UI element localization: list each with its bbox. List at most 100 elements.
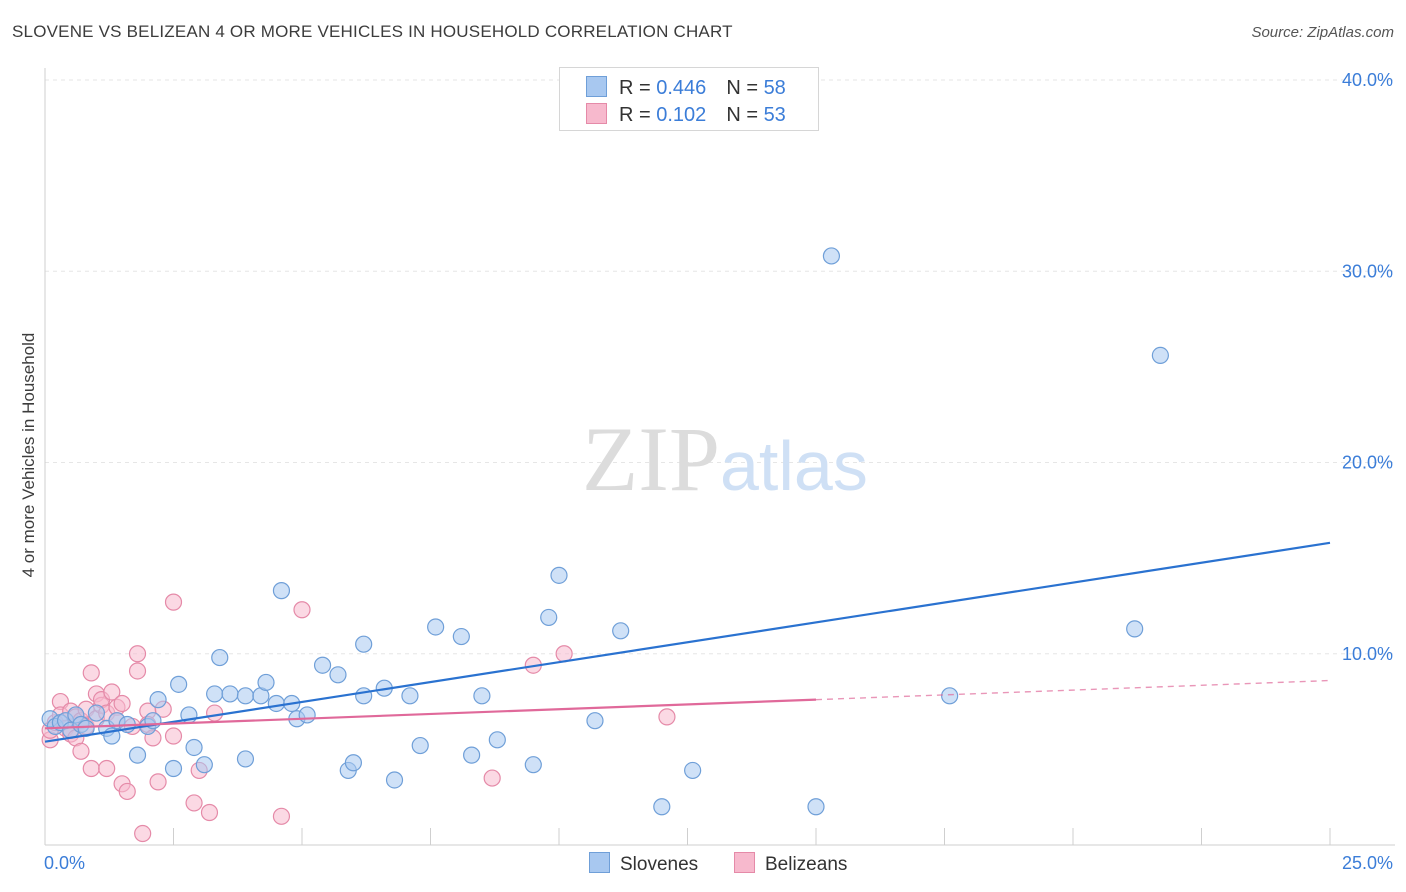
belizeans-label: Belizeans	[765, 854, 848, 875]
slovenes-swatch	[589, 852, 610, 873]
slovenes-point	[355, 687, 373, 705]
slovenes-point	[170, 675, 188, 693]
belizeans-point	[113, 694, 131, 713]
slovenes-point	[236, 750, 255, 768]
belizeans-point	[293, 601, 311, 619]
legend-row-belizeans: R = 0.102 N = 53	[586, 103, 786, 126]
belizeans-points	[41, 593, 676, 843]
belizeans-point	[164, 593, 183, 611]
slovenes-point	[149, 691, 167, 709]
y-axis-label: 4 or more Vehicles in Household	[19, 333, 38, 578]
slovenes-point	[653, 798, 671, 816]
watermark-atlas: atlas	[720, 427, 868, 505]
legend-n-value: 58	[763, 77, 786, 99]
slovenes-point	[87, 704, 106, 722]
belizeans-point	[483, 769, 501, 787]
slovenes-point	[452, 627, 470, 646]
slovenes-point	[1151, 346, 1169, 364]
slovenes-point	[401, 687, 419, 705]
belizeans-point	[185, 794, 203, 812]
slovenes-point	[272, 582, 291, 600]
slovenes-point	[586, 712, 604, 730]
slovenes-point	[221, 685, 239, 703]
legend-r-value: 0.102	[656, 104, 707, 126]
belizeans-point	[200, 803, 219, 822]
slovenes-point	[411, 736, 429, 755]
slovenes-point	[267, 694, 285, 713]
slovenes-point	[612, 622, 630, 640]
belizeans-point	[128, 645, 147, 663]
legend-r-label: R =	[619, 104, 657, 126]
chart-title: SLOVENE VS BELIZEAN 4 OR MORE VEHICLES I…	[12, 22, 733, 41]
slovenes-point	[329, 666, 347, 684]
belizeans-point	[149, 773, 167, 791]
y-tick-label: 40.0%	[1342, 70, 1393, 90]
x-tick-label: 0.0%	[44, 853, 85, 873]
slovenes-point	[427, 618, 445, 636]
slovenes-point	[164, 759, 183, 778]
slovenes-trend-line	[44, 541, 1331, 743]
slovenes-point	[463, 746, 481, 764]
y-tick-label: 30.0%	[1342, 261, 1393, 281]
slovenes-swatch	[586, 76, 607, 97]
slovenes-point	[128, 746, 147, 764]
y-tick-label: 10.0%	[1342, 644, 1393, 664]
slovenes-point	[684, 761, 702, 780]
bottom-legend-belizeans: Belizeans	[734, 852, 847, 876]
legend-n-label: N =	[726, 104, 764, 126]
belizeans-point	[206, 704, 224, 722]
correlation-legend: R = 0.446 N = 58 R = 0.102 N = 53	[559, 67, 819, 131]
belizeans-point	[118, 782, 136, 801]
legend-n-label: N =	[726, 77, 764, 99]
slovenes-point	[211, 648, 229, 667]
trend-lines	[44, 541, 1331, 743]
y-tick-label: 20.0%	[1342, 453, 1393, 473]
belizeans-point	[82, 664, 100, 682]
slovenes-point	[540, 608, 558, 627]
slovenes-points	[41, 247, 1169, 816]
slovenes-point	[807, 798, 825, 816]
belizeans-point	[98, 759, 116, 778]
slovenes-point	[344, 754, 362, 772]
belizeans-point	[164, 727, 183, 745]
slovenes-point	[195, 756, 213, 774]
legend-n-value: 53	[763, 104, 786, 126]
slovenes-point	[298, 706, 316, 724]
belizeans-swatch	[734, 852, 755, 873]
slovenes-label: Slovenes	[620, 854, 699, 875]
belizeans-point	[72, 742, 90, 760]
belizeans-point	[128, 662, 147, 680]
grid-lines	[45, 79, 1395, 655]
legend-row-slovenes: R = 0.446 N = 58	[586, 76, 786, 99]
slovenes-point	[524, 756, 542, 774]
slovenes-point	[822, 247, 841, 265]
x-tick-label: 25.0%	[1342, 853, 1393, 873]
watermark-zip: ZIP	[582, 408, 720, 510]
slovenes-point	[550, 566, 568, 584]
legend-r-label: R =	[619, 77, 657, 99]
belizeans-point	[272, 807, 291, 825]
slovenes-point	[313, 656, 332, 674]
slovenes-point	[473, 687, 491, 705]
belizeans-point	[103, 683, 121, 701]
legend-r-value: 0.446	[656, 77, 707, 99]
slovenes-point	[1126, 620, 1144, 638]
belizeans-trend-extension	[815, 679, 1331, 701]
belizeans-swatch	[586, 103, 607, 124]
belizeans-point	[134, 824, 152, 843]
bottom-legend-slovenes: Slovenes	[589, 852, 698, 876]
tick-labels: 10.0% 20.0% 30.0% 40.0% 0.0% 25.0%	[44, 70, 1393, 873]
slovenes-point	[488, 731, 506, 749]
slovenes-point	[185, 738, 203, 757]
slovenes-point	[206, 685, 224, 703]
belizeans-trend-line	[44, 698, 817, 730]
slovenes-point	[236, 687, 255, 705]
slovenes-point	[355, 635, 373, 653]
slovenes-point	[941, 687, 959, 705]
slovenes-point	[385, 771, 404, 789]
belizeans-point	[555, 645, 573, 663]
belizeans-point	[658, 708, 676, 726]
belizeans-point	[82, 759, 100, 778]
slovenes-point	[257, 673, 275, 692]
